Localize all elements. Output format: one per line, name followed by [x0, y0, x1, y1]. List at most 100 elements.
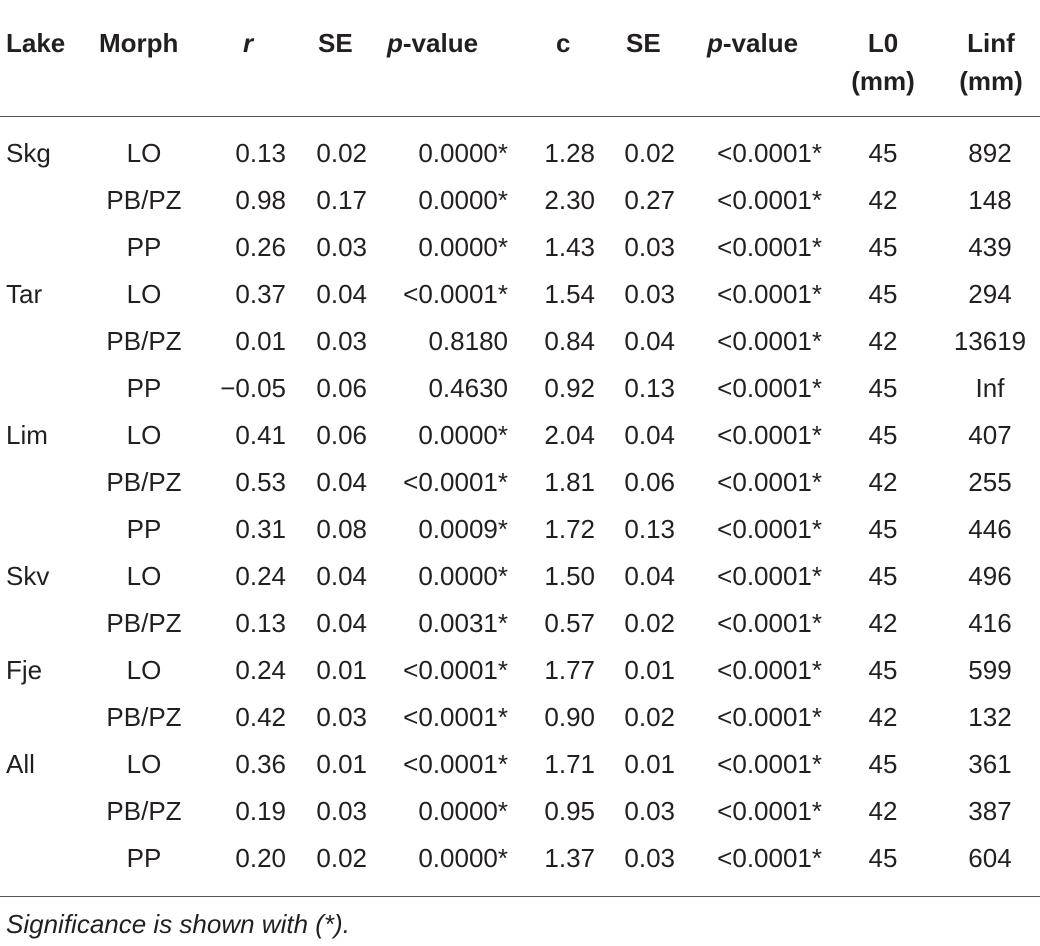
header-p-value-1: p-value: [387, 24, 478, 62]
header-se-1: SE: [318, 28, 353, 58]
table-row: Lim LO 0.41 0.06 0.0000* 2.04 0.04 <0.0001* 45 40…: [0, 412, 1040, 459]
cell-se1: 0.03: [316, 326, 367, 356]
cell-se1: 0.02: [316, 843, 367, 873]
cell-linf: Inf: [975, 373, 1005, 403]
cell-r: 0.98: [235, 185, 286, 215]
cell-p2: <0.0001*: [717, 702, 822, 732]
cell-lake: [6, 506, 86, 553]
cell-morph: PP: [126, 373, 162, 403]
header-r-label: r: [243, 28, 254, 58]
table-row: Skv LO 0.24 0.04 0.0000* 1.50 0.04 <0.0001* 45 49…: [0, 553, 1040, 600]
cell-linf: 13619: [953, 326, 1027, 356]
cell-linf: 361: [968, 749, 1012, 779]
cell-lake: Tar: [6, 279, 43, 309]
cell-c: 0.84: [544, 326, 595, 356]
cell-se2: 0.03: [624, 232, 675, 262]
cell-se2: 0.04: [624, 561, 675, 591]
cell-se1: 0.03: [316, 796, 367, 826]
table-footnote: Significance is shown with (*).: [6, 909, 350, 939]
cell-p1: <0.0001*: [403, 279, 508, 309]
cell-se2: 0.04: [624, 326, 675, 356]
cell-morph: LO: [126, 279, 162, 309]
cell-l0: 45: [868, 420, 898, 450]
header-p-value-2: p-value: [707, 24, 798, 62]
cell-se2: 0.03: [624, 796, 675, 826]
cell-p2: <0.0001*: [717, 561, 822, 591]
cell-se2: 0.02: [624, 702, 675, 732]
cell-l0: 42: [868, 702, 898, 732]
cell-p2: <0.0001*: [717, 185, 822, 215]
cell-morph: PP: [126, 843, 162, 873]
header-l0-line1: L0: [867, 28, 899, 58]
cell-c: 1.43: [544, 232, 595, 262]
cell-p1: 0.4630: [428, 373, 508, 403]
cell-p1: <0.0001*: [403, 749, 508, 779]
header-p-rest-2: -value: [722, 28, 799, 58]
cell-se1: 0.04: [316, 467, 367, 497]
cell-p1: 0.0000*: [418, 420, 508, 450]
table-row: PB/PZ 0.13 0.04 0.0031* 0.57 0.02 <0.0001* 42 41…: [0, 600, 1040, 647]
cell-morph: LO: [126, 138, 162, 168]
cell-r: 0.26: [235, 232, 286, 262]
cell-linf: 407: [968, 420, 1012, 450]
cell-linf: 446: [968, 514, 1012, 544]
cell-se2: 0.01: [624, 655, 675, 685]
cell-se1: 0.03: [316, 232, 367, 262]
cell-p2: <0.0001*: [717, 608, 822, 638]
table-row: PP −0.05 0.06 0.4630 0.92 0.13 <0.0001* 45 Inf: [0, 365, 1040, 412]
cell-p1: <0.0001*: [403, 655, 508, 685]
cell-se2: 0.27: [624, 185, 675, 215]
cell-r: 0.36: [235, 749, 286, 779]
cell-lake: [6, 694, 86, 741]
cell-linf: 294: [968, 279, 1012, 309]
cell-lake: [6, 318, 86, 365]
table-row: PP 0.26 0.03 0.0000* 1.43 0.03 <0.0001* 45 439: [0, 224, 1040, 271]
header-rule: [0, 116, 1040, 117]
table-row: PP 0.31 0.08 0.0009* 1.72 0.13 <0.0001* 45 446: [0, 506, 1040, 553]
cell-morph: PP: [126, 514, 162, 544]
cell-lake: [6, 459, 86, 506]
cell-se2: 0.13: [624, 514, 675, 544]
cell-se1: 0.01: [316, 749, 367, 779]
cell-p1: 0.0000*: [418, 796, 508, 826]
cell-p2: <0.0001*: [717, 655, 822, 685]
cell-l0: 45: [868, 232, 898, 262]
cell-morph: PB/PZ: [106, 185, 182, 215]
cell-p2: <0.0001*: [717, 796, 822, 826]
cell-l0: 45: [868, 279, 898, 309]
cell-l0: 45: [868, 655, 898, 685]
cell-se2: 0.03: [624, 279, 675, 309]
cell-lake: [6, 365, 86, 412]
cell-se1: 0.04: [316, 279, 367, 309]
cell-r: −0.05: [220, 373, 286, 403]
cell-se1: 0.02: [316, 138, 367, 168]
cell-linf: 255: [968, 467, 1012, 497]
cell-r: 0.20: [235, 843, 286, 873]
cell-p2: <0.0001*: [717, 138, 822, 168]
cell-c: 1.54: [544, 279, 595, 309]
cell-l0: 45: [868, 749, 898, 779]
cell-morph: PP: [126, 232, 162, 262]
cell-c: 0.95: [544, 796, 595, 826]
cell-linf: 387: [968, 796, 1012, 826]
header-l0-line2: (mm): [851, 66, 915, 96]
table-row: PP 0.20 0.02 0.0000* 1.37 0.03 <0.0001* 45 604: [0, 835, 1040, 882]
header-lake: Lake: [6, 28, 66, 58]
table-row: Tar LO 0.37 0.04 <0.0001* 1.54 0.03 <0.0001* 45 2…: [0, 271, 1040, 318]
cell-r: 0.41: [235, 420, 286, 450]
table-row: Skg LO 0.13 0.02 0.0000* 1.28 0.02 <0.0001* 45 89…: [0, 130, 1040, 177]
header-p-italic-1: p: [387, 28, 403, 58]
cell-r: 0.37: [235, 279, 286, 309]
table-row: All LO 0.36 0.01 <0.0001* 1.71 0.01 <0.0001* 45 3…: [0, 741, 1040, 788]
cell-l0: 45: [868, 843, 898, 873]
cell-p2: <0.0001*: [717, 373, 822, 403]
cell-se1: 0.01: [316, 655, 367, 685]
cell-p1: <0.0001*: [403, 702, 508, 732]
header-c: c: [556, 28, 571, 58]
cell-morph: PB/PZ: [106, 702, 182, 732]
cell-p2: <0.0001*: [717, 467, 822, 497]
table-row: PB/PZ 0.98 0.17 0.0000* 2.30 0.27 <0.0001* 42 14…: [0, 177, 1040, 224]
cell-c: 1.37: [544, 843, 595, 873]
cell-p2: <0.0001*: [717, 514, 822, 544]
cell-linf: 496: [968, 561, 1012, 591]
